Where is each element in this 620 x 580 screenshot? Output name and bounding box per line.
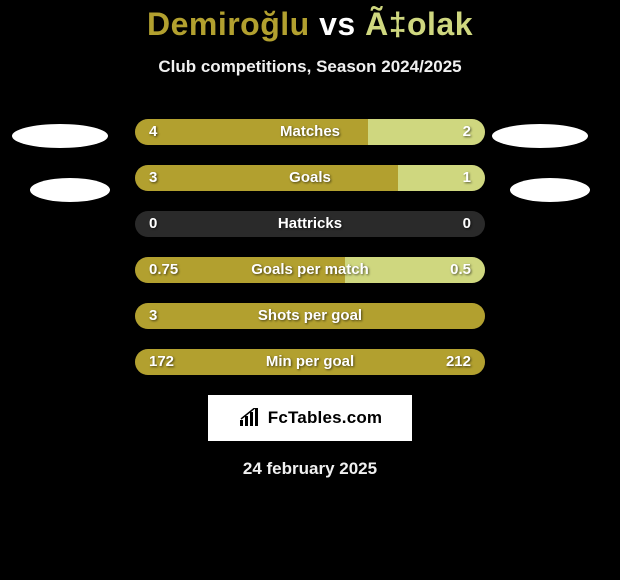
title-player2: Ã‡olak (365, 6, 473, 42)
bar-left (135, 257, 345, 283)
date-label: 24 february 2025 (0, 459, 620, 479)
badge-text: FcTables.com (268, 408, 383, 428)
bar-left (135, 119, 368, 145)
bar-right (368, 119, 485, 145)
bar-left (135, 303, 485, 329)
comparison-chart: Matches42 Goals31 Hattricks00 Goals per mat… (0, 119, 620, 375)
subtitle: Club competitions, Season 2024/2025 (0, 57, 620, 77)
player-ellipse (510, 178, 590, 202)
stat-row: Matches42 (135, 119, 485, 145)
player-ellipse (30, 178, 110, 202)
stat-row: Goals31 (135, 165, 485, 191)
player-ellipse (492, 124, 588, 148)
stat-row: Min per goal172212 (135, 349, 485, 375)
bar-right (398, 165, 486, 191)
stat-row: Hattricks00 (135, 211, 485, 237)
bar-background (135, 165, 485, 191)
bar-background (135, 349, 485, 375)
bar-right (345, 257, 485, 283)
bar-left (135, 165, 398, 191)
bar-background (135, 303, 485, 329)
stat-row: Shots per goal3 (135, 303, 485, 329)
bar-background (135, 257, 485, 283)
chart-icon (238, 408, 262, 428)
source-badge: FcTables.com (208, 395, 412, 441)
bar-background (135, 119, 485, 145)
bar-left (135, 349, 485, 375)
page-title: Demiroğlu vs Ã‡olak (0, 0, 620, 43)
bar-background (135, 211, 485, 237)
title-vs: vs (319, 6, 356, 42)
player-ellipse (12, 124, 108, 148)
title-player1: Demiroğlu (147, 6, 310, 42)
stat-row: Goals per match0.750.5 (135, 257, 485, 283)
